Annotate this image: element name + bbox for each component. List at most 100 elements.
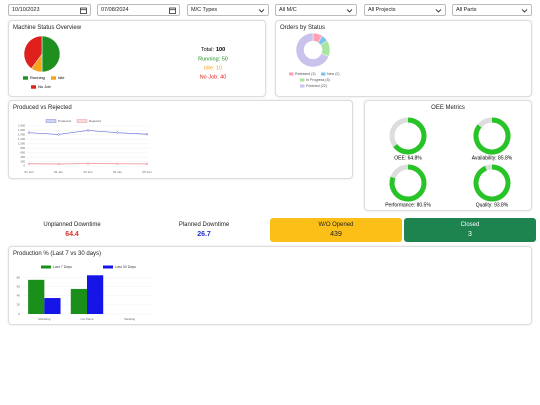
legend-swatch	[51, 76, 56, 80]
point	[27, 162, 31, 165]
legend-swatch	[300, 78, 305, 82]
select-value: All Projects	[368, 7, 396, 13]
x-tick-label: Welding	[124, 317, 135, 321]
x-tick-label: 01 Jan	[24, 170, 33, 174]
kpi-value: 3	[468, 231, 472, 238]
chevron	[346, 9, 353, 13]
y-tick-label: 1,800	[18, 124, 25, 128]
y-tick-label: 1,600	[18, 128, 25, 132]
kpi-value: 439	[330, 231, 342, 238]
legend-label: No Job	[38, 84, 51, 89]
legend-swatch	[45, 119, 57, 123]
panel-title: Produced vs Rejected	[13, 105, 72, 111]
status-line: No Job: 40	[200, 74, 227, 80]
pie-chart: Running Idle No Job Total: 100 Running: 50 Idl…	[23, 35, 228, 89]
slice	[23, 35, 43, 69]
y-tick-label: 800	[20, 146, 25, 150]
bar	[70, 288, 87, 314]
y-tick-label: 60	[17, 284, 21, 288]
point	[145, 133, 149, 136]
production-panel: Production % (Last 7 vs 30 days) 0 20 40 60…	[8, 246, 532, 325]
bar	[87, 275, 104, 314]
legend-label: Finished (22)	[306, 84, 327, 88]
point	[116, 131, 119, 134]
x-tick-label: Moulding	[38, 317, 51, 321]
point	[86, 129, 90, 132]
orders-panel: Orders by Status Released (3) New (2) In P…	[275, 20, 532, 97]
y-tick-label: 400	[20, 155, 25, 159]
kpi-value: 64.4	[65, 231, 79, 238]
legend-label: Produced	[58, 119, 71, 123]
date-input[interactable]: 07/08/2024	[97, 4, 180, 16]
gauge-arc	[393, 117, 427, 155]
x-tick-label: Cut Piece	[80, 317, 93, 321]
select[interactable]: All Parts	[452, 4, 532, 16]
kpi-title: W/O Opened	[318, 222, 354, 228]
kpi-card: W/O Opened 439	[270, 218, 402, 242]
status-line: Idle: 10	[204, 65, 222, 71]
y-tick-label: 0	[23, 164, 25, 168]
legend-label: New (2)	[327, 72, 340, 76]
chevron	[258, 9, 265, 13]
point	[86, 162, 90, 165]
chevron	[435, 9, 442, 13]
select-value: M/C Types	[191, 7, 218, 13]
y-tick-label: 20	[17, 303, 21, 307]
select[interactable]: All M/C	[275, 4, 357, 16]
gauge-label: OEE: 64.8%	[394, 155, 422, 161]
slice	[295, 32, 330, 68]
total: Total: 100	[201, 47, 225, 53]
kpi-title: Unplanned Downtime	[43, 222, 101, 228]
produced-panel: Produced vs Rejected 0 200 400 600 800 1,000 1…	[8, 100, 353, 179]
kpi-card: Unplanned Downtime 64.4	[8, 218, 136, 242]
legend-swatch	[31, 85, 36, 89]
date-input[interactable]: 10/10/2023	[8, 4, 91, 16]
gauge-label: Availability: 85.8%	[472, 155, 513, 161]
select[interactable]: M/C Types	[187, 4, 269, 16]
kpi-title: Planned Downtime	[178, 222, 230, 228]
chevron	[521, 9, 528, 13]
point	[27, 131, 31, 134]
kpi-card: Planned Downtime 26.7	[140, 218, 268, 242]
select-value: All M/C	[279, 7, 297, 13]
legend-swatch	[321, 72, 326, 76]
y-tick-label: 600	[20, 150, 25, 154]
legend-label: Idle	[58, 75, 65, 80]
select-value: All Parts	[456, 7, 477, 13]
total-value: 100	[216, 47, 225, 53]
gauge-label: Quality: 93.8%	[476, 202, 509, 208]
y-tick-label: 80	[17, 275, 21, 279]
y-tick-label: 1,400	[18, 133, 25, 137]
legend-label: Rejected	[89, 119, 101, 123]
donut-chart: Released (3) New (2) In Progress (5) Finish…	[289, 32, 340, 88]
point	[116, 162, 119, 165]
legend-swatch	[289, 72, 294, 76]
legend-label: Released (3)	[295, 72, 316, 76]
x-tick-label: 03 Jan	[83, 170, 92, 174]
start-date: 10/10/2023	[12, 7, 40, 13]
legend-swatch	[23, 76, 28, 80]
x-tick-label: 05 Jan	[142, 170, 151, 174]
y-tick-label: 40	[17, 294, 21, 298]
oee-panel: OEE Metrics OEE: 64.8% Availability: 85.8…	[364, 100, 532, 211]
legend-label: Last 30 Days	[115, 265, 136, 269]
gauge-arc	[473, 164, 511, 202]
slice	[41, 35, 61, 73]
status-line: Running: 50	[198, 56, 228, 62]
bar	[28, 279, 45, 314]
y-tick-label: 1,200	[18, 137, 25, 141]
panel-title: Machine Status Overview	[13, 25, 82, 31]
y-tick-label: 0	[18, 312, 20, 316]
legend-swatch	[300, 84, 305, 88]
panel-title: Orders by Status	[280, 25, 326, 31]
oee-gauges: OEE: 64.8% Availability: 85.8% Performance…	[385, 117, 513, 208]
gauge-label: Performance: 80.5%	[385, 202, 431, 208]
select[interactable]: All Projects	[364, 4, 446, 16]
y-tick-label: 200	[20, 159, 25, 163]
gauge-arc	[389, 164, 427, 202]
point	[145, 162, 149, 166]
x-tick-label: 04 Jan	[113, 170, 122, 174]
panel-title: Production % (Last 7 vs 30 days)	[13, 251, 102, 257]
